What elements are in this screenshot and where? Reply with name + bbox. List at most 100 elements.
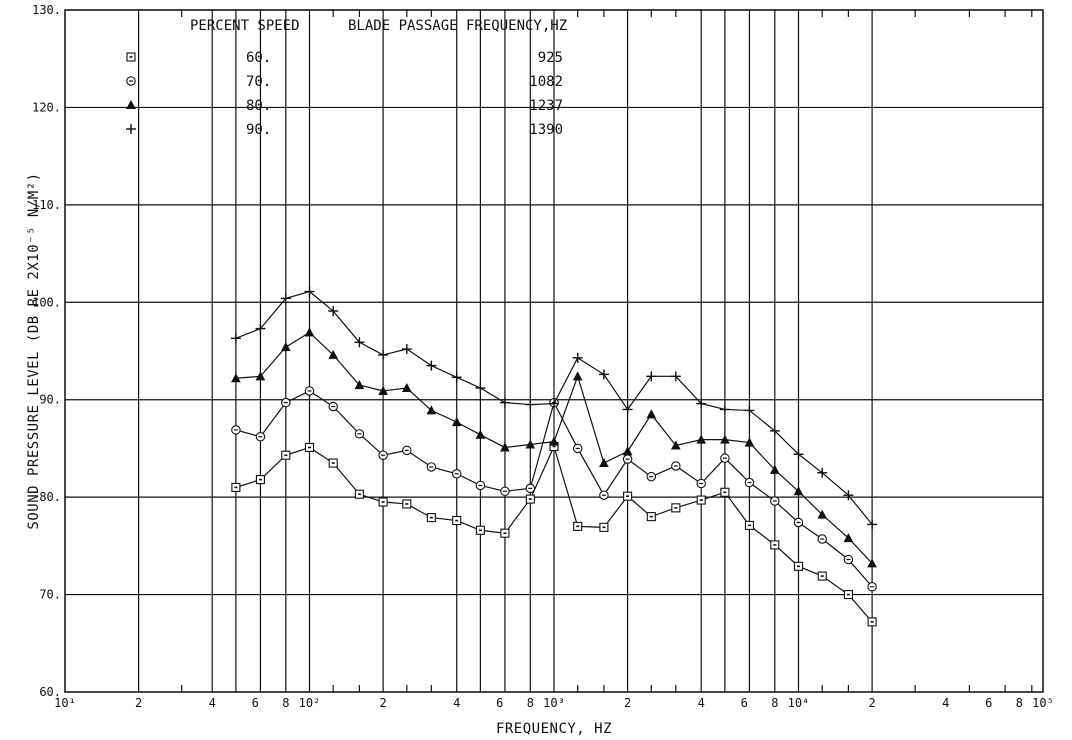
triangle-marker-shape bbox=[401, 382, 412, 393]
square-marker bbox=[402, 499, 412, 509]
square-marker bbox=[770, 540, 780, 550]
circle-marker bbox=[378, 450, 388, 460]
circle-marker bbox=[500, 486, 510, 497]
square-marker bbox=[281, 450, 291, 460]
triangle-marker bbox=[231, 373, 241, 383]
square-marker-center bbox=[478, 529, 482, 532]
square-marker-center bbox=[129, 56, 133, 58]
plus-marker bbox=[793, 449, 804, 460]
plus-marker bbox=[867, 519, 878, 530]
plus-marker bbox=[378, 349, 389, 360]
square-marker bbox=[475, 525, 485, 535]
plus-marker bbox=[817, 467, 828, 478]
square-marker bbox=[671, 503, 681, 513]
x-tick-label: 10² bbox=[299, 696, 321, 710]
triangle-marker bbox=[793, 486, 804, 496]
square-marker bbox=[328, 458, 338, 468]
triangle-marker-shape bbox=[255, 371, 266, 381]
triangle-marker-shape bbox=[280, 342, 291, 352]
circle-marker bbox=[770, 496, 780, 506]
legend-freq-value: 1390 bbox=[529, 122, 563, 138]
triangle-marker bbox=[328, 349, 339, 359]
square-marker-center bbox=[503, 532, 507, 534]
circle-marker bbox=[817, 534, 827, 544]
triangle-marker-shape bbox=[500, 442, 510, 452]
triangle-marker-shape bbox=[793, 486, 804, 496]
circle-marker bbox=[475, 480, 486, 491]
y-tick-label: 90. bbox=[39, 393, 61, 407]
legend-speed-value: 80. bbox=[246, 98, 271, 114]
plus-marker bbox=[126, 124, 136, 134]
plus-marker bbox=[328, 306, 339, 317]
triangle-marker bbox=[475, 429, 486, 439]
y-tick-label: 130. bbox=[32, 3, 61, 17]
y-tick-label: 120. bbox=[32, 100, 61, 114]
circle-marker bbox=[622, 454, 633, 464]
square-marker-center bbox=[284, 454, 288, 457]
y-tick-label: 60. bbox=[39, 685, 61, 699]
triangle-marker-shape bbox=[572, 371, 583, 381]
legend-freq-value: 1237 bbox=[529, 98, 563, 114]
legend-freq-value: 1082 bbox=[529, 74, 563, 90]
x-tick-label: 8 bbox=[527, 696, 534, 710]
triangle-marker-shape bbox=[525, 439, 536, 449]
square-marker-center bbox=[699, 499, 703, 501]
x-tick-label: 2 bbox=[135, 696, 142, 710]
square-marker bbox=[843, 590, 853, 600]
x-tick-label: 6 bbox=[496, 696, 503, 710]
square-marker-center bbox=[455, 519, 459, 522]
y-tick-label: 100. bbox=[32, 295, 61, 309]
square-marker-center bbox=[674, 507, 678, 509]
square-marker-center bbox=[602, 526, 606, 529]
circle-marker bbox=[696, 478, 706, 489]
square-marker-center bbox=[773, 544, 777, 546]
triangle-marker-shape bbox=[622, 446, 633, 456]
plus-marker bbox=[646, 371, 657, 382]
square-marker-center bbox=[723, 491, 727, 494]
circle-marker bbox=[354, 429, 365, 439]
legend-header-freq: BLADE PASSAGE FREQUENCY,HZ bbox=[348, 18, 567, 34]
x-tick-label: 10⁵ bbox=[1032, 696, 1054, 710]
triangle-marker-shape bbox=[354, 380, 365, 390]
triangle-marker bbox=[817, 509, 828, 519]
square-marker bbox=[867, 617, 877, 627]
circle-marker bbox=[402, 445, 412, 456]
triangle-marker bbox=[843, 533, 854, 543]
x-tick-label: 4 bbox=[209, 696, 216, 710]
circle-marker bbox=[231, 425, 241, 435]
square-marker bbox=[304, 442, 315, 453]
plus-marker bbox=[401, 344, 412, 355]
series bbox=[230, 286, 878, 627]
series-plus bbox=[230, 286, 878, 530]
square-marker bbox=[452, 515, 462, 526]
circle-marker bbox=[426, 462, 437, 472]
y-tick-labels: 60. 70. 80. 90. 100. 110. 120. 130. bbox=[32, 3, 61, 699]
x-tick-label: 2 bbox=[624, 696, 631, 710]
triangle-marker-shape bbox=[304, 327, 315, 337]
triangle-marker-shape bbox=[599, 457, 609, 468]
plus-marker bbox=[304, 286, 315, 297]
triangle-marker bbox=[549, 436, 559, 446]
triangle-marker-shape bbox=[231, 373, 241, 383]
triangle-marker-shape bbox=[744, 437, 755, 447]
x-tick-label: 4 bbox=[698, 696, 705, 710]
legend-speed-value: 60. bbox=[246, 50, 271, 66]
plus-marker bbox=[744, 405, 755, 416]
plus-marker bbox=[598, 369, 609, 380]
legend-freq-value: 925 bbox=[538, 50, 563, 66]
circle-marker bbox=[744, 477, 755, 488]
series-triangle bbox=[231, 327, 877, 568]
square-marker bbox=[500, 528, 510, 538]
triangle-marker bbox=[646, 409, 657, 419]
square-marker-center bbox=[846, 593, 850, 596]
triangle-marker bbox=[622, 446, 633, 456]
x-tick-label: 8 bbox=[1016, 696, 1023, 710]
square-marker bbox=[793, 561, 804, 571]
triangle-marker-shape bbox=[378, 385, 388, 395]
plus-marker bbox=[475, 383, 486, 394]
circle-marker bbox=[451, 469, 462, 479]
square-marker bbox=[525, 494, 535, 504]
square-marker bbox=[720, 487, 730, 497]
triangle-marker-shape bbox=[646, 409, 657, 419]
